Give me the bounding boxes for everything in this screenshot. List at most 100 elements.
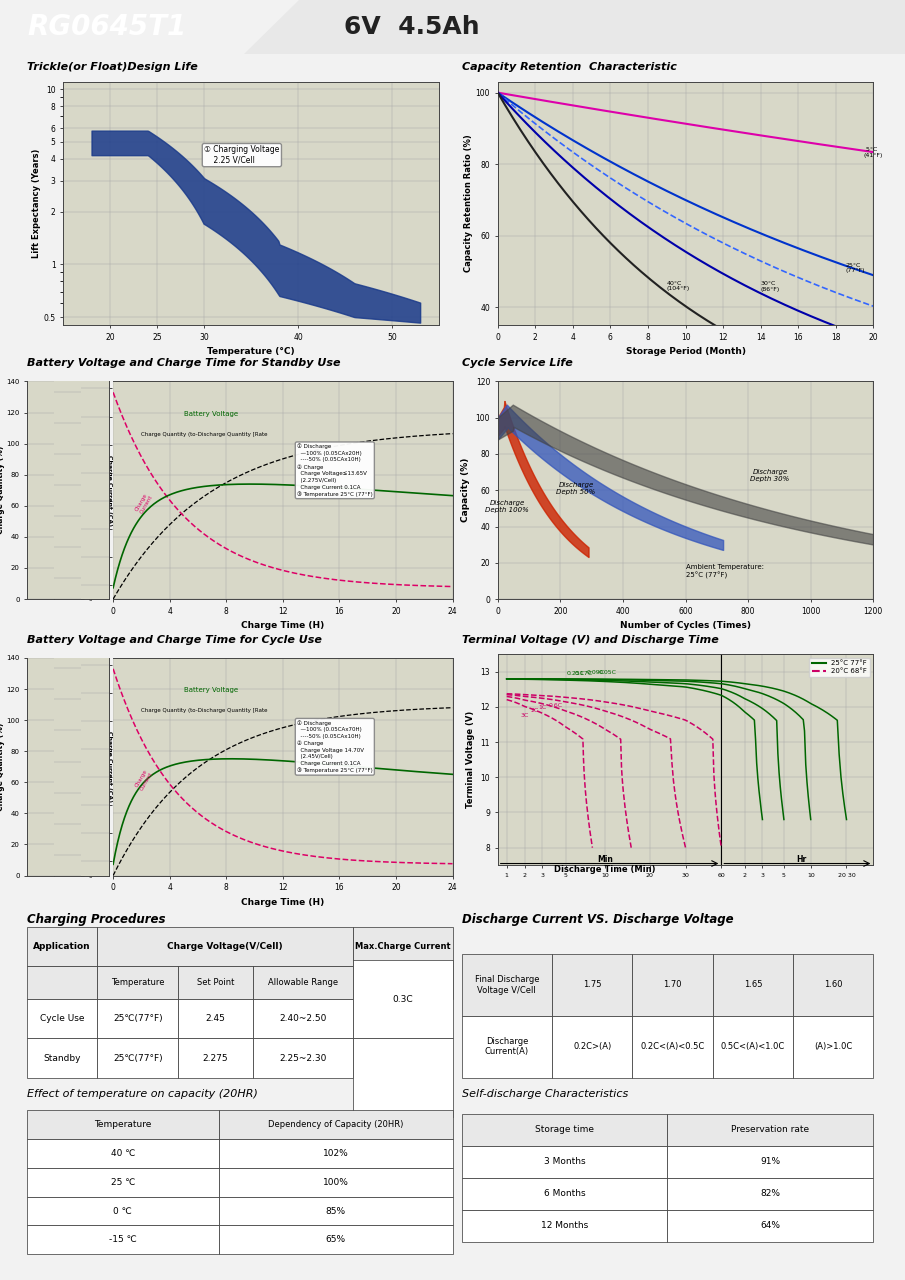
Text: 1.70: 1.70 xyxy=(663,980,681,989)
Text: 5°C
(41°F): 5°C (41°F) xyxy=(864,147,883,157)
Legend: 25°C 77°F, 20°C 68°F: 25°C 77°F, 20°C 68°F xyxy=(809,658,870,677)
Y-axis label: Charge Current (CA): Charge Current (CA) xyxy=(108,454,112,526)
Y-axis label: Charge Quantity (%): Charge Quantity (%) xyxy=(0,722,5,812)
Text: Battery Voltage and Charge Time for Standby Use: Battery Voltage and Charge Time for Stan… xyxy=(27,358,340,369)
Text: Ambient Temperature:
25°C (77°F): Ambient Temperature: 25°C (77°F) xyxy=(686,564,764,579)
Text: 25°C
(77°F): 25°C (77°F) xyxy=(845,262,864,274)
Text: Allowable Range: Allowable Range xyxy=(268,978,338,987)
Text: 100%: 100% xyxy=(322,1178,348,1187)
Text: 0.2C<(A)<0.5C: 0.2C<(A)<0.5C xyxy=(641,1042,705,1051)
Text: 2.25~2.30: 2.25~2.30 xyxy=(279,1053,326,1062)
X-axis label: Storage Period (Month): Storage Period (Month) xyxy=(625,347,746,356)
Text: 25℃(77°F): 25℃(77°F) xyxy=(113,1014,163,1023)
Text: ① Charging Voltage
    2.25 V/Cell: ① Charging Voltage 2.25 V/Cell xyxy=(205,146,280,165)
Text: 0.6C: 0.6C xyxy=(548,703,563,708)
Text: 25 ℃: 25 ℃ xyxy=(110,1178,135,1187)
Text: 6 Months: 6 Months xyxy=(544,1189,586,1198)
Text: Max.Charge Current: Max.Charge Current xyxy=(355,942,451,951)
Text: Discharge
Depth 100%: Discharge Depth 100% xyxy=(485,500,529,513)
Text: Hr: Hr xyxy=(796,855,807,864)
Text: 0.17C: 0.17C xyxy=(575,671,593,676)
Text: Discharge Current VS. Discharge Voltage: Discharge Current VS. Discharge Voltage xyxy=(462,913,733,925)
X-axis label: Charge Time (H): Charge Time (H) xyxy=(242,897,324,906)
Text: 12 Months: 12 Months xyxy=(541,1221,588,1230)
Y-axis label: Capacity Retention Ratio (%): Capacity Retention Ratio (%) xyxy=(464,134,472,273)
Text: Application: Application xyxy=(33,942,91,951)
X-axis label: Number of Cycles (Times): Number of Cycles (Times) xyxy=(620,621,751,630)
Y-axis label: Charge Current (CA): Charge Current (CA) xyxy=(108,731,112,803)
Text: Capacity Retention  Characteristic: Capacity Retention Characteristic xyxy=(462,63,676,73)
Text: 102%: 102% xyxy=(323,1148,348,1157)
Y-axis label: Capacity (%): Capacity (%) xyxy=(461,458,470,522)
Text: RG0645T1: RG0645T1 xyxy=(27,13,186,41)
Text: Charge Quantity (to-Discharge Quantity [Rate: Charge Quantity (to-Discharge Quantity [… xyxy=(141,431,268,436)
Text: 0.2C>(A): 0.2C>(A) xyxy=(573,1042,612,1051)
Text: Storage time: Storage time xyxy=(535,1125,594,1134)
Text: 1C: 1C xyxy=(538,705,547,710)
Text: 0.25C: 0.25C xyxy=(567,672,585,676)
Text: 0.5C<(A)<1.0C: 0.5C<(A)<1.0C xyxy=(720,1042,785,1051)
Text: 40 ℃: 40 ℃ xyxy=(110,1148,135,1157)
Text: Temperature: Temperature xyxy=(94,1120,151,1129)
Text: Discharge
Current(A): Discharge Current(A) xyxy=(485,1037,529,1056)
Text: 2.45: 2.45 xyxy=(205,1014,225,1023)
Text: Terminal Voltage (V) and Discharge Time: Terminal Voltage (V) and Discharge Time xyxy=(462,635,719,645)
Text: 3C: 3C xyxy=(520,713,529,718)
Text: 0.05C: 0.05C xyxy=(599,669,617,675)
Text: Charging Procedures: Charging Procedures xyxy=(27,913,166,925)
Text: 1.65: 1.65 xyxy=(744,980,762,989)
Text: Trickle(or Float)Design Life: Trickle(or Float)Design Life xyxy=(27,63,198,73)
Text: Battery Voltage: Battery Voltage xyxy=(184,687,238,692)
Text: 40°C
(104°F): 40°C (104°F) xyxy=(667,280,690,292)
Text: 0.3C: 0.3C xyxy=(392,995,413,1004)
Polygon shape xyxy=(244,0,905,54)
Text: Preservation rate: Preservation rate xyxy=(731,1125,809,1134)
Text: Final Discharge
Voltage V/Cell: Final Discharge Voltage V/Cell xyxy=(474,975,539,995)
Text: Cycle Use: Cycle Use xyxy=(40,1014,84,1023)
Text: Discharge Time (Min): Discharge Time (Min) xyxy=(554,865,656,874)
Text: Battery Voltage: Battery Voltage xyxy=(184,411,238,416)
Text: 6V  4.5Ah: 6V 4.5Ah xyxy=(344,15,480,38)
Text: 1.60: 1.60 xyxy=(824,980,843,989)
Text: 25℃(77°F): 25℃(77°F) xyxy=(113,1053,163,1062)
Text: ① Discharge
  —100% (0.05CAx70H)
  ----50% (0.05CAx10H)
② Charge
  Charge Voltag: ① Discharge —100% (0.05CAx70H) ----50% (… xyxy=(297,721,373,773)
Text: -15 ℃: -15 ℃ xyxy=(109,1235,137,1244)
Text: Standby: Standby xyxy=(43,1053,81,1062)
Text: Cycle Service Life: Cycle Service Life xyxy=(462,358,572,369)
Text: Min: Min xyxy=(597,855,613,864)
Text: 2.40~2.50: 2.40~2.50 xyxy=(279,1014,326,1023)
Text: 1.75: 1.75 xyxy=(583,980,602,989)
Text: 82%: 82% xyxy=(760,1189,780,1198)
Text: 91%: 91% xyxy=(760,1157,780,1166)
Text: Discharge
Depth 50%: Discharge Depth 50% xyxy=(557,481,595,495)
Text: Self-discharge Characteristics: Self-discharge Characteristics xyxy=(462,1089,628,1100)
Text: 85%: 85% xyxy=(326,1207,346,1216)
Text: Dependency of Capacity (20HR): Dependency of Capacity (20HR) xyxy=(268,1120,404,1129)
Text: ① Discharge
  —100% (0.05CAx20H)
  ----50% (0.05CAx10H)
② Charge
  Charge Voltag: ① Discharge —100% (0.05CAx20H) ----50% (… xyxy=(297,444,373,497)
Text: (A)>1.0C: (A)>1.0C xyxy=(814,1042,853,1051)
Y-axis label: Lift Expectancy (Years): Lift Expectancy (Years) xyxy=(32,148,41,259)
X-axis label: Charge Time (H): Charge Time (H) xyxy=(242,621,324,630)
Text: Charge
Current: Charge Current xyxy=(134,768,154,791)
Y-axis label: Battery Voltage (V)/Per Cell: Battery Voltage (V)/Per Cell xyxy=(135,447,139,534)
Text: Discharge
Depth 30%: Discharge Depth 30% xyxy=(750,468,790,483)
Text: Charge Voltage(V/Cell): Charge Voltage(V/Cell) xyxy=(167,942,282,951)
Y-axis label: Charge Quantity (%): Charge Quantity (%) xyxy=(0,445,5,535)
Text: 64%: 64% xyxy=(760,1221,780,1230)
Text: 0.09C: 0.09C xyxy=(587,671,605,676)
Text: Charge
Current: Charge Current xyxy=(134,492,154,515)
Text: 0 ℃: 0 ℃ xyxy=(113,1207,132,1216)
Text: 30°C
(86°F): 30°C (86°F) xyxy=(760,282,780,292)
Text: Temperature: Temperature xyxy=(111,978,165,987)
Y-axis label: Battery Voltage (V)/Per Cell: Battery Voltage (V)/Per Cell xyxy=(135,723,139,810)
X-axis label: Temperature (°C): Temperature (°C) xyxy=(207,347,295,356)
Text: Charge Quantity (to-Discharge Quantity [Rate: Charge Quantity (to-Discharge Quantity [… xyxy=(141,708,268,713)
Text: 65%: 65% xyxy=(326,1235,346,1244)
Text: Battery Voltage and Charge Time for Cycle Use: Battery Voltage and Charge Time for Cycl… xyxy=(27,635,322,645)
Text: 3 Months: 3 Months xyxy=(544,1157,586,1166)
Text: Effect of temperature on capacity (20HR): Effect of temperature on capacity (20HR) xyxy=(27,1089,258,1100)
Text: Set Point: Set Point xyxy=(196,978,234,987)
Y-axis label: Terminal Voltage (V): Terminal Voltage (V) xyxy=(466,712,475,808)
Text: 2.275: 2.275 xyxy=(203,1053,228,1062)
Text: 2C: 2C xyxy=(530,708,538,713)
